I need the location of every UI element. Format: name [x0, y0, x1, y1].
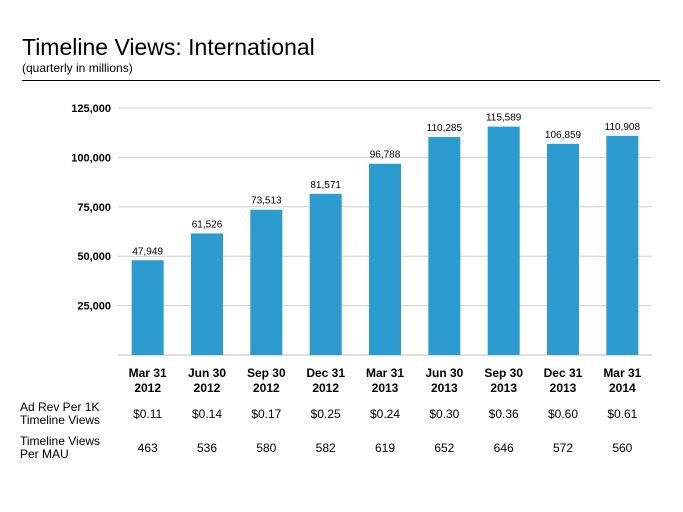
table-cell: 560: [612, 441, 633, 455]
bar-value-label: 110,908: [605, 122, 641, 133]
table-cell: $0.60: [547, 407, 579, 421]
bar-value-label: 81,571: [310, 180, 341, 191]
table-row-label-line: Timeline Views: [20, 413, 101, 427]
table-cell: 580: [256, 441, 277, 455]
table-row-label: Timeline Views Per MAU: [20, 435, 100, 461]
table-cell: $0.17: [251, 407, 282, 421]
table-cell: 652: [434, 441, 455, 455]
x-tick-label: Jun 30: [425, 366, 463, 380]
chart-subtitle: (quarterly in millions): [22, 61, 133, 75]
table-row-label-line: Per MAU: [20, 447, 69, 461]
table-row-label-line: Timeline Views: [20, 434, 101, 448]
x-tick-label: 2012: [194, 381, 221, 395]
table-cell: 536: [196, 441, 218, 455]
table-cell: 463: [137, 441, 158, 455]
bar-value-label: 73,513: [251, 196, 282, 207]
x-tick-label: 2013: [490, 381, 517, 395]
table-cell: 646: [493, 441, 514, 455]
x-tick-label: Dec 31: [306, 366, 345, 380]
y-tick-label: 25,000: [77, 301, 111, 313]
table-cell: $0.36: [488, 407, 519, 421]
x-tick-label: Mar 31: [603, 366, 641, 380]
x-tick-label: 2013: [550, 381, 577, 395]
x-tick-label: Jun 30: [188, 366, 226, 380]
x-tick-label: 2012: [253, 381, 280, 395]
bar: [250, 209, 283, 355]
table-cell: $0.11: [133, 407, 163, 421]
bar: [131, 260, 164, 355]
table-row-label-line: Ad Rev Per 1K: [20, 400, 100, 414]
x-tick-label: 2013: [431, 381, 458, 395]
bar-value-label: 106,859: [545, 130, 582, 141]
chart-title: Timeline Views: International: [22, 34, 315, 60]
y-tick-label: 75,000: [77, 202, 111, 214]
bar-value-label: 61,526: [192, 219, 223, 230]
y-tick-label: 100,000: [71, 152, 111, 164]
x-tick-label: 2012: [134, 381, 161, 395]
table-cell: $0.14: [191, 407, 223, 421]
table-cell: $0.61: [607, 407, 638, 421]
x-tick-label: 2014: [609, 381, 636, 395]
x-tick-label: Mar 31: [366, 366, 404, 380]
bar: [428, 137, 461, 355]
bar-value-label: 96,788: [370, 150, 401, 161]
x-tick-label: Sep 30: [484, 366, 523, 380]
x-tick-label: 2012: [312, 381, 339, 395]
x-tick-label: Dec 31: [544, 366, 583, 380]
table-cell: 582: [315, 441, 336, 455]
table-cell: $0.24: [369, 407, 401, 421]
bar: [487, 126, 520, 356]
bar-value-label: 47,949: [132, 246, 163, 257]
table-row-label: Ad Rev Per 1K Timeline Views: [20, 401, 100, 427]
bar: [547, 143, 579, 355]
table-cell: $0.25: [310, 407, 341, 421]
x-tick-label: Mar 31: [129, 366, 167, 380]
bar: [191, 233, 223, 355]
bar: [369, 163, 401, 355]
table-cell: 572: [552, 441, 574, 455]
bar-value-label: 110,285: [427, 123, 463, 134]
table-cell: $0.30: [429, 407, 460, 421]
bar: [606, 135, 639, 355]
title-divider: [22, 80, 660, 81]
bar-value-label: 115,589: [486, 113, 522, 124]
x-tick-label: Sep 30: [247, 366, 286, 380]
bar: [309, 193, 342, 355]
y-tick-label: 50,000: [77, 251, 111, 263]
x-tick-label: 2013: [372, 381, 399, 395]
y-tick-label: 125,000: [71, 103, 111, 115]
table-cell: 619: [374, 441, 396, 455]
